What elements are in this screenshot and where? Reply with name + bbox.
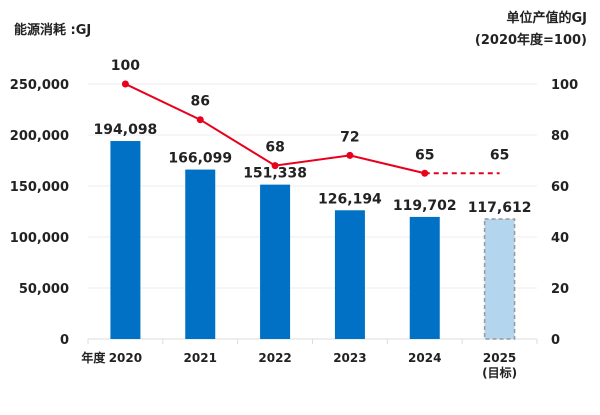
right-tick-label: 20 (551, 282, 569, 297)
left-tick-label: 250,000 (10, 78, 69, 93)
right-axis-title-line2: (2020年度=100) (475, 32, 587, 48)
bar-value-label: 194,098 (94, 122, 158, 138)
left-tick-label: 0 (60, 333, 69, 348)
left-tick-label: 50,000 (19, 282, 69, 297)
line-point (346, 151, 354, 159)
left-axis-title: 能源消耗 :GJ (14, 22, 91, 38)
line-point (196, 116, 204, 124)
line-value-label: 68 (265, 140, 284, 156)
right-tick-label: 40 (551, 231, 569, 246)
bar (334, 210, 365, 339)
left-tick-label: 100,000 (10, 231, 69, 246)
line-point (121, 80, 129, 88)
left-tick-label: 200,000 (10, 129, 69, 144)
x-tick-sublabel: (目标) (482, 365, 517, 380)
line-value-label: 100 (111, 58, 140, 74)
bar-value-label: 126,194 (318, 191, 382, 207)
x-axis-prefix: 年度 (81, 350, 106, 365)
line-value-label: 65 (490, 147, 509, 163)
target-bar (483, 218, 516, 340)
x-tick-label: 2020 (109, 351, 142, 365)
bar (260, 184, 291, 339)
bar-value-label: 117,612 (468, 200, 532, 216)
line-value-label: 65 (415, 147, 434, 163)
bar (409, 216, 440, 339)
right-tick-label: 100 (551, 78, 578, 93)
right-axis-title-line1: 单位产值的GJ (506, 10, 587, 26)
bar (110, 141, 141, 339)
line-value-label: 72 (340, 129, 359, 145)
bar (185, 169, 216, 339)
bar-value-label: 166,099 (168, 151, 232, 167)
x-tick-label: 2021 (184, 351, 217, 365)
bar-value-label: 119,702 (393, 198, 457, 214)
left-tick-label: 150,000 (10, 180, 69, 195)
line-point (421, 169, 429, 177)
x-tick-label: 2022 (258, 351, 291, 365)
right-tick-label: 80 (551, 129, 569, 144)
right-tick-label: 0 (551, 333, 560, 348)
line-value-label: 86 (191, 94, 210, 110)
x-tick-label: 2025 (483, 351, 516, 365)
x-tick-label: 2024 (408, 351, 441, 365)
line-point (271, 162, 279, 170)
right-tick-label: 60 (551, 180, 569, 195)
x-tick-label: 2023 (333, 351, 366, 365)
bar-value-label: 151,338 (243, 166, 307, 182)
